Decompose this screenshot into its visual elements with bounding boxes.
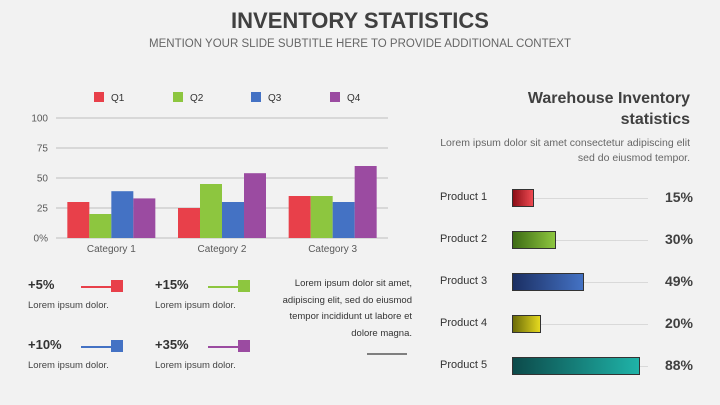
product-row: Product 1 15% — [440, 188, 695, 208]
warehouse-desc: Lorem ipsum dolor sit amet consectetur a… — [440, 137, 690, 164]
progress-fill — [512, 357, 641, 375]
product-value: 49% — [664, 273, 693, 289]
stat-value: +35% — [155, 337, 189, 352]
legend-label: Q2 — [190, 93, 204, 104]
legend-swatch — [173, 92, 183, 102]
stat-value: +5% — [28, 277, 55, 292]
divider — [367, 353, 407, 355]
legend-label: Q3 — [268, 93, 282, 104]
progress-track — [512, 198, 648, 199]
bar — [244, 173, 266, 238]
product-label: Product 3 — [440, 275, 488, 287]
x-tick-label: Category 2 — [198, 244, 247, 255]
body-paragraph: Lorem ipsum dolor sit amet, adipiscing e… — [282, 278, 412, 339]
legend-swatch — [251, 92, 261, 102]
x-tick-label: Category 3 — [308, 244, 357, 255]
stat-value: +10% — [28, 337, 62, 352]
stat-line-marker — [81, 346, 111, 348]
warehouse-title: Warehouse Inventory statistics — [527, 90, 690, 128]
y-tick-label: 75 — [37, 144, 49, 155]
product-value: 88% — [664, 357, 693, 373]
stat-line-marker — [81, 286, 111, 288]
bar — [332, 202, 355, 238]
product-row: Product 2 30% — [440, 230, 695, 250]
bar — [222, 202, 244, 238]
stat-square-marker — [238, 340, 250, 352]
bar — [89, 214, 112, 238]
legend-swatch — [94, 92, 104, 102]
bar — [354, 166, 377, 238]
product-label: Product 1 — [440, 191, 488, 203]
legend-label: Q1 — [111, 93, 125, 104]
page-subtitle: MENTION YOUR SLIDE SUBTITLE HERE TO PROV… — [149, 38, 571, 50]
bar — [288, 196, 311, 238]
page-title: INVENTORY STATISTICS — [231, 8, 489, 33]
stat-line-marker — [208, 286, 238, 288]
product-value: 15% — [664, 189, 693, 205]
y-tick-label: 50 — [37, 174, 49, 185]
product-label: Product 5 — [440, 359, 488, 371]
product-row: Product 3 49% — [440, 272, 695, 292]
bar — [200, 184, 222, 238]
stat-square-marker — [111, 280, 123, 292]
product-value: 30% — [664, 231, 693, 247]
bar — [133, 198, 156, 238]
stat-desc: Lorem ipsum dolor. — [28, 360, 109, 371]
stat-square-marker — [238, 280, 250, 292]
bar — [67, 202, 90, 238]
progress-fill — [512, 189, 534, 207]
product-value: 20% — [664, 315, 693, 331]
y-tick-label: 25 — [37, 204, 49, 215]
bar-chart: 0% 25 50 75 100 Category 1 Category 2 Category … — [31, 92, 388, 255]
progress-fill — [512, 231, 556, 249]
bar — [111, 191, 134, 238]
product-row: Product 5 88% — [440, 356, 695, 376]
stat-desc: Lorem ipsum dolor. — [28, 300, 109, 311]
product-row: Product 4 20% — [440, 314, 695, 334]
x-tick-label: Category 1 — [87, 244, 136, 255]
stat-line-marker — [208, 346, 238, 348]
stat-value: +15% — [155, 277, 189, 292]
bar — [310, 196, 333, 238]
progress-track — [512, 240, 648, 241]
y-tick-label: 100 — [31, 114, 48, 125]
progress-fill — [512, 315, 542, 333]
progress-fill — [512, 273, 584, 291]
bar — [178, 208, 200, 238]
product-label: Product 2 — [440, 233, 488, 245]
stat-desc: Lorem ipsum dolor. — [155, 360, 236, 371]
stat-square-marker — [111, 340, 123, 352]
y-tick-label: 0% — [34, 234, 49, 245]
progress-track — [512, 324, 648, 325]
legend-swatch — [330, 92, 340, 102]
stat-desc: Lorem ipsum dolor. — [155, 300, 236, 311]
product-label: Product 4 — [440, 317, 488, 329]
legend-label: Q4 — [347, 93, 361, 104]
